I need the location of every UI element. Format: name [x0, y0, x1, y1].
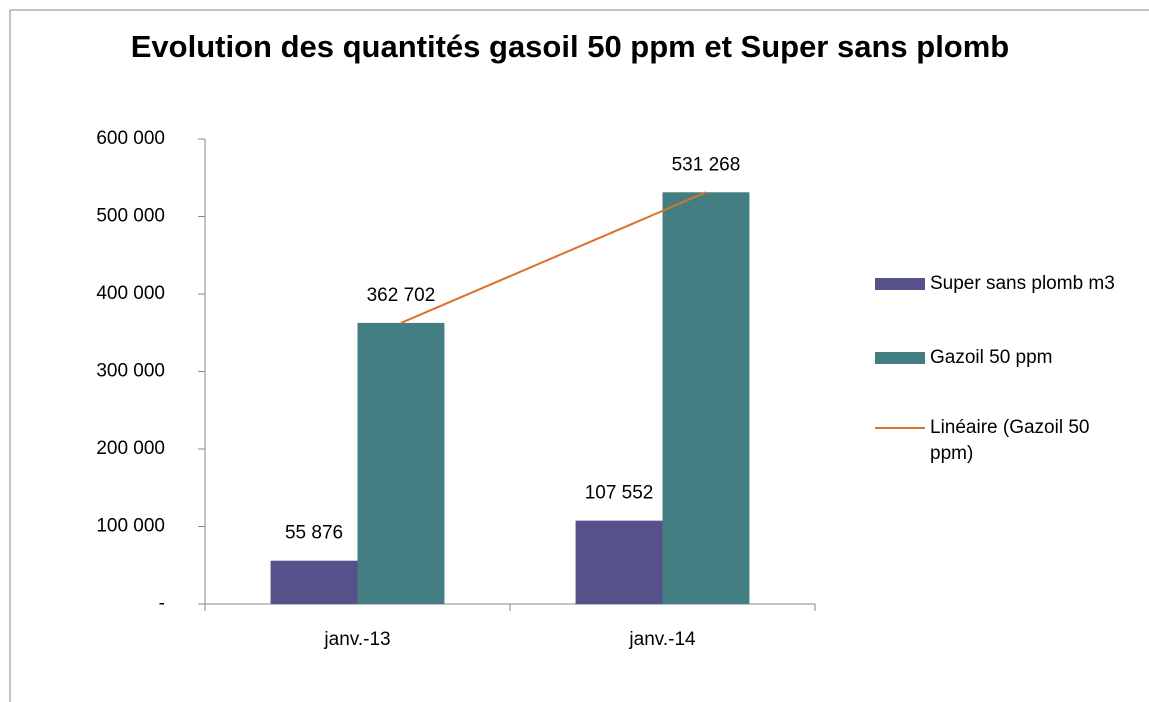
chart-title: Evolution des quantités gasoil 50 ppm et… — [130, 29, 1010, 64]
value-label: 362 702 — [367, 285, 436, 306]
bar — [357, 322, 445, 604]
x-tick-label: janv.-14 — [628, 629, 696, 650]
value-label: 107 552 — [585, 483, 654, 504]
y-tick-label: 500 000 — [96, 206, 165, 227]
trendline — [400, 191, 707, 324]
y-tick-label: 300 000 — [96, 361, 165, 382]
bar — [575, 520, 663, 604]
value-label: 531 268 — [672, 154, 741, 175]
y-tick-label: - — [159, 593, 165, 614]
y-tick-label: 400 000 — [96, 283, 165, 304]
x-tick-label: janv.-13 — [323, 629, 390, 650]
bar — [270, 560, 358, 604]
legend-label: Linéaire (Gazoil 50 ppm) — [930, 417, 1090, 464]
legend-swatch — [875, 352, 925, 364]
legend-label: Super sans plomb m3 — [930, 273, 1115, 294]
value-label: 55 876 — [285, 523, 343, 544]
legend-label: Gazoil 50 ppm — [930, 347, 1053, 368]
y-tick-label: 600 000 — [96, 128, 165, 149]
legend-swatch — [875, 278, 925, 290]
bar — [662, 192, 750, 604]
y-tick-label: 200 000 — [96, 438, 165, 459]
y-tick-label: 100 000 — [96, 516, 165, 537]
